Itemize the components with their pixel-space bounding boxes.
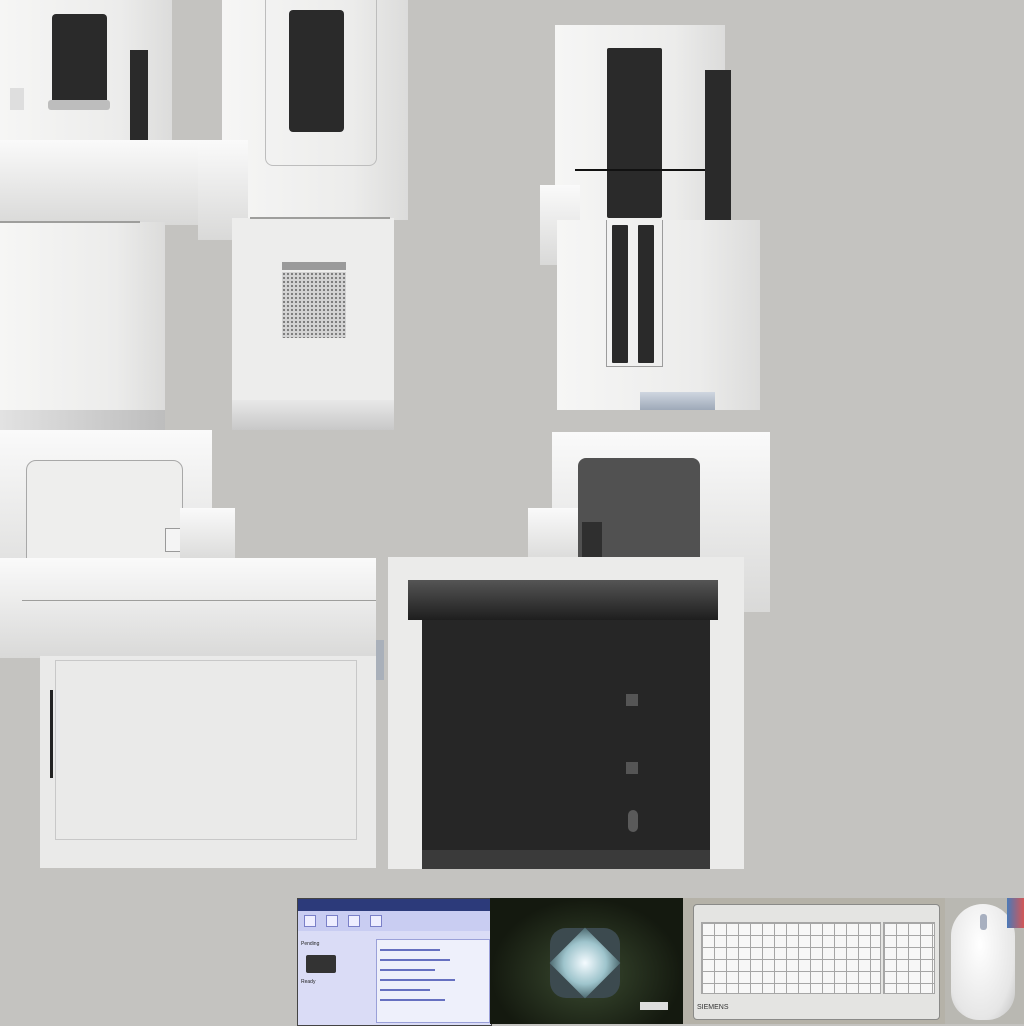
screen-row	[380, 959, 450, 961]
screen-row	[380, 989, 430, 991]
printer-bottom-foot-1	[626, 694, 638, 706]
printer-bottom-plate	[422, 620, 710, 850]
screen-tool-icon	[304, 915, 316, 927]
mouse-wheel	[980, 914, 987, 930]
printer-bottom-wing	[528, 508, 578, 563]
screen-row	[380, 969, 435, 971]
lens-thumbnail	[490, 898, 683, 1024]
printer-back-slot	[289, 10, 344, 132]
mouse-cable	[1007, 898, 1024, 928]
printer-side-foot	[640, 392, 715, 410]
screen-label-pending: Pending	[301, 941, 320, 947]
screen-tool-icon	[348, 915, 360, 927]
printer-top-wing	[180, 508, 235, 563]
printer-bottom-slot-hole	[628, 810, 638, 832]
mouse-thumbnail	[945, 898, 1024, 1024]
screen-row	[380, 949, 440, 951]
printer-back-slot-frame	[265, 0, 377, 166]
printer-back-seam	[250, 217, 390, 219]
printer-side-dark-window	[607, 48, 662, 218]
screen-printer-icon	[306, 955, 336, 973]
printer-bottom-hatch-bracket	[582, 522, 602, 567]
printer-front-side-dark	[130, 50, 148, 140]
printer-side-slot-2	[638, 225, 654, 363]
keyboard-keys	[701, 922, 881, 994]
printer-front-slot	[52, 14, 107, 109]
printer-bottom-top-bar	[408, 580, 718, 620]
printer-side-slot-frame	[606, 220, 663, 367]
screen-body: Pending Ready	[298, 931, 491, 1025]
printer-top-handle	[50, 690, 53, 778]
printer-side-slot-1	[612, 225, 628, 363]
printer-front-panel-lower	[0, 222, 165, 432]
screen-label-ready: Ready	[301, 979, 316, 985]
printer-front-seam	[0, 221, 140, 223]
lens-tag	[640, 1002, 668, 1010]
screen-row	[380, 999, 445, 1001]
printer-top-mid	[0, 558, 376, 658]
keyboard-brand: SIEMENS	[697, 1004, 729, 1011]
printer-front-bevel	[0, 140, 205, 225]
printer-back-grille	[282, 272, 346, 338]
printer-top-main-inner	[55, 660, 357, 840]
screen-topbar	[298, 899, 491, 911]
printer-bottom-base-strip	[422, 850, 710, 869]
printer-front-tab	[10, 88, 24, 110]
screen-tool-icon	[370, 915, 382, 927]
keyboard-thumbnail: SIEMENS	[683, 898, 945, 1024]
printer-back-foot	[232, 400, 394, 430]
screen-thumbnail: Pending Ready	[297, 898, 492, 1026]
screen-tool-icon	[326, 915, 338, 927]
printer-bottom-foot-2	[626, 762, 638, 774]
printer-back-grille-bar	[282, 262, 346, 270]
printer-side-window-divider	[575, 169, 705, 171]
printer-front-foot	[0, 410, 165, 432]
printer-side-panel-lower	[557, 220, 760, 410]
printer-top-mid-line	[22, 600, 376, 601]
printer-top-right-edge	[376, 640, 384, 680]
screen-row	[380, 979, 455, 981]
screen-list-panel	[376, 939, 490, 1023]
printer-top-main	[40, 656, 376, 868]
printer-front-slot-rim	[48, 100, 110, 110]
screen-toolbar	[298, 911, 491, 932]
keyboard-numpad	[883, 922, 935, 994]
